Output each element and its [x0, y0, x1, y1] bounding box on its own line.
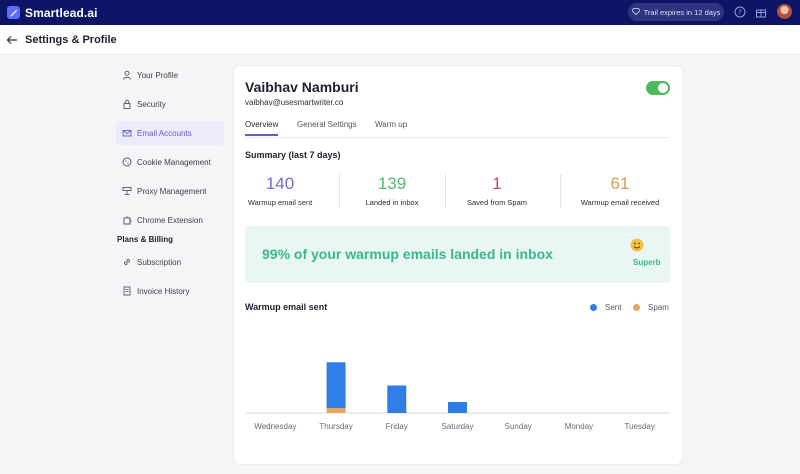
stat-value: 1	[492, 174, 502, 193]
logo-pen-icon	[7, 6, 20, 19]
legend-dot	[633, 304, 640, 311]
cookie-icon	[121, 157, 132, 168]
bar-sent-friday[interactable]	[387, 385, 407, 414]
banner-rating: Superb	[633, 258, 661, 267]
account-tabs: Overview General Settings Warm up	[245, 120, 669, 138]
svg-text:?: ?	[738, 9, 742, 17]
sidebar-item-label: Proxy Management	[137, 186, 207, 196]
x-tick-label: Sunday	[505, 422, 532, 431]
bar-spam-thursday[interactable]	[326, 408, 346, 413]
help-icon[interactable]: ?	[733, 5, 747, 19]
warmup-bar-chart: Wednesday Thursday Friday Saturday Sunday Mon…	[245, 362, 670, 431]
legend-item-spam: Spam	[633, 303, 669, 312]
x-tick-label: Thursday	[319, 422, 352, 431]
stat-saved-spam: 1 Saved from Spam	[455, 174, 539, 207]
sidebar-item-label: Chrome Extension	[137, 215, 203, 225]
x-tick-label: Tuesday	[624, 422, 654, 431]
document-icon	[121, 286, 132, 297]
tab-overview[interactable]: Overview	[245, 120, 279, 136]
page-header: Settings & Profile	[0, 25, 800, 55]
summary-title: Summary (last 7 days)	[245, 150, 341, 160]
sidebar-item-security[interactable]: Security	[116, 92, 224, 116]
user-avatar[interactable]	[777, 4, 792, 19]
inbox-rate-banner: 99% of your warmup emails landed in inbo…	[245, 226, 670, 283]
stat-warmup-received: 61 Warmup email received	[576, 174, 664, 207]
legend-label: Sent	[605, 303, 622, 312]
stat-label: Warmup email sent	[247, 198, 313, 207]
trial-badge[interactable]: Trail expires in 12 days	[628, 3, 724, 21]
app-name: Smartlead.ai	[25, 5, 98, 20]
email-account-card: Vaibhav Namburi vaibhav@usesmartwriter.c…	[234, 66, 682, 464]
toggle-knob	[658, 83, 668, 93]
sidebar-item-proxy-management[interactable]: Proxy Management	[116, 179, 224, 203]
page-title: Settings & Profile	[25, 33, 117, 46]
sidebar-item-label: Invoice History	[137, 286, 190, 296]
x-tick-label: Wednesday	[254, 422, 296, 431]
top-nav-bar: Smartlead.ai Trail expires in 12 days ?	[0, 0, 800, 25]
bar-sent-thursday[interactable]	[326, 362, 346, 409]
sidebar-item-cookie-management[interactable]: Cookie Management	[116, 150, 224, 174]
bar-sent-saturday[interactable]	[448, 402, 467, 413]
legend-label: Spam	[648, 303, 669, 312]
banner-text: 99% of your warmup emails landed in inbo…	[262, 246, 553, 262]
stat-divider	[445, 174, 446, 208]
sidebar-item-label: Email Accounts	[137, 128, 192, 138]
sidebar-item-subscription[interactable]: Subscription	[116, 250, 224, 274]
sidebar-item-label: Subscription	[137, 257, 182, 267]
tab-general-settings[interactable]: General Settings	[297, 120, 357, 129]
stat-label: Saved from Spam	[466, 198, 528, 207]
puzzle-icon	[121, 215, 132, 226]
mail-icon	[121, 128, 132, 139]
stat-divider	[339, 174, 340, 208]
sidebar-item-email-accounts[interactable]: Email Accounts	[116, 121, 224, 145]
sidebar-item-label: Cookie Management	[137, 157, 211, 167]
account-active-toggle[interactable]	[646, 81, 670, 95]
stat-value: 61	[610, 174, 630, 193]
stat-landed-inbox: 139 Landed in inbox	[350, 174, 434, 207]
back-arrow-icon[interactable]	[5, 33, 19, 47]
sidebar-item-label: Security	[137, 99, 166, 109]
chart-title: Warmup email sent	[245, 302, 328, 312]
stat-label: Landed in inbox	[365, 198, 419, 207]
user-icon	[121, 70, 132, 81]
sidebar-item-your-profile[interactable]: Your Profile	[116, 63, 224, 87]
x-tick-label: Monday	[565, 422, 593, 431]
diamond-icon	[631, 7, 641, 17]
legend-dot	[590, 304, 597, 311]
lock-icon	[121, 99, 132, 110]
gift-icon[interactable]	[754, 5, 768, 19]
account-email: vaibhav@usesmartwriter.co	[245, 98, 344, 107]
stat-value: 139	[377, 174, 407, 193]
sidebar-section-plans-billing: Plans & Billing	[117, 235, 174, 244]
stat-divider	[560, 174, 561, 208]
sidebar-item-label: Your Profile	[137, 70, 179, 80]
account-name: Vaibhav Namburi	[245, 79, 359, 95]
sidebar-item-invoice-history[interactable]: Invoice History	[116, 279, 224, 303]
x-tick-label: Saturday	[441, 422, 473, 431]
legend-item-sent: Sent	[590, 303, 621, 312]
stat-warmup-sent: 140 Warmup email sent	[238, 174, 322, 207]
settings-sidebar: Your Profile Security Email Accounts Coo…	[116, 63, 224, 308]
trial-text: Trail expires in 12 days	[643, 7, 721, 17]
smiley-face-icon	[630, 238, 644, 252]
app-logo[interactable]: Smartlead.ai	[7, 6, 98, 20]
stat-label: Warmup email received	[580, 198, 660, 207]
tab-warm-up[interactable]: Warm up	[375, 120, 408, 129]
link-icon	[121, 257, 132, 268]
sidebar-item-chrome-extension[interactable]: Chrome Extension	[116, 208, 224, 232]
stat-value: 140	[265, 174, 295, 193]
proxy-icon	[121, 186, 132, 197]
x-tick-label: Friday	[386, 422, 408, 431]
